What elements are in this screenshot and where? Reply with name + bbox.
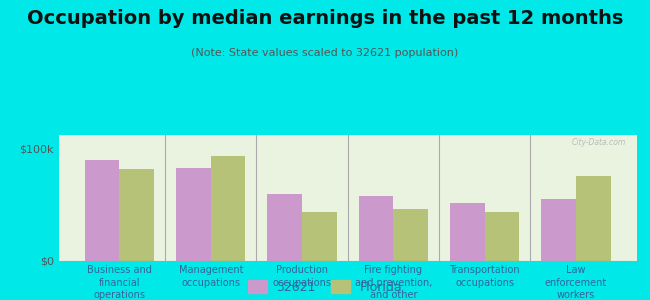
- Bar: [176, 168, 211, 261]
- Bar: [576, 176, 611, 261]
- Bar: [485, 212, 519, 261]
- Bar: [359, 196, 393, 261]
- Bar: [450, 202, 485, 261]
- Bar: [120, 169, 154, 261]
- Bar: [211, 156, 246, 261]
- Bar: [84, 160, 120, 261]
- Legend: 32621, Florida: 32621, Florida: [248, 280, 402, 294]
- Bar: [393, 209, 428, 261]
- Bar: [541, 199, 576, 261]
- Bar: [302, 212, 337, 261]
- Text: (Note: State values scaled to 32621 population): (Note: State values scaled to 32621 popu…: [191, 48, 459, 58]
- Text: City-Data.com: City-Data.com: [571, 137, 625, 146]
- Text: Occupation by median earnings in the past 12 months: Occupation by median earnings in the pas…: [27, 9, 623, 28]
- Bar: [267, 194, 302, 261]
